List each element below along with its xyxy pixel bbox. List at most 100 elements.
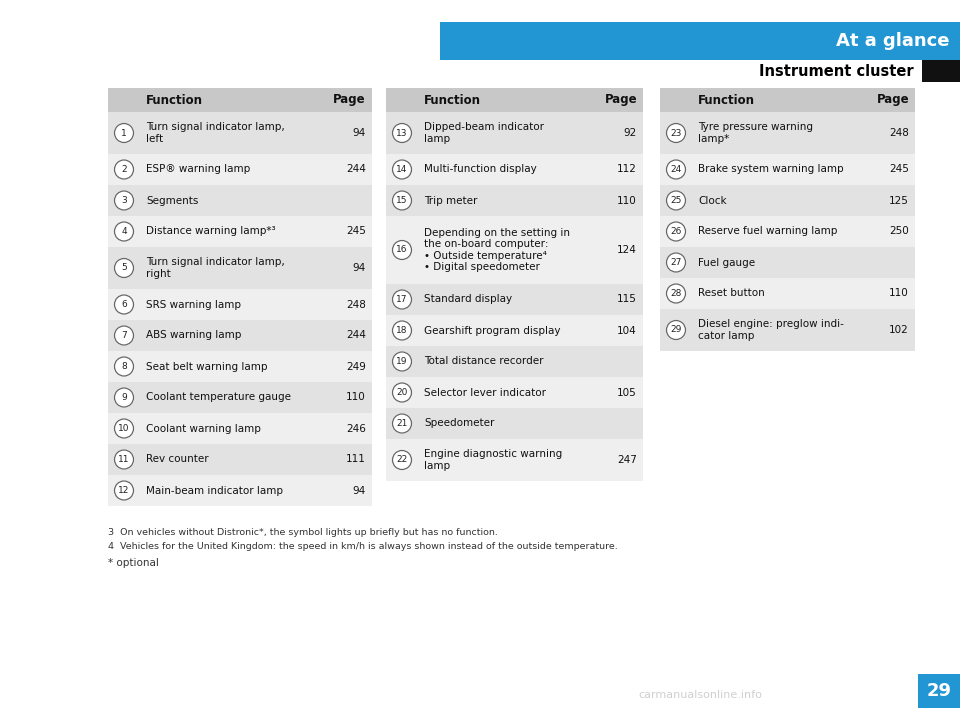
Text: Selector lever indicator: Selector lever indicator bbox=[424, 387, 546, 397]
Text: Speedometer: Speedometer bbox=[424, 418, 494, 428]
Text: 19: 19 bbox=[396, 357, 408, 366]
FancyBboxPatch shape bbox=[386, 408, 643, 439]
FancyBboxPatch shape bbox=[108, 320, 372, 351]
Text: 4  Vehicles for the United Kingdom: the speed in km/h is always shown instead of: 4 Vehicles for the United Kingdom: the s… bbox=[108, 542, 617, 551]
FancyBboxPatch shape bbox=[660, 309, 915, 351]
Text: 29: 29 bbox=[670, 326, 682, 334]
Text: 248: 248 bbox=[347, 299, 366, 309]
FancyBboxPatch shape bbox=[108, 475, 372, 506]
Text: Main-beam indicator lamp: Main-beam indicator lamp bbox=[146, 486, 283, 496]
Text: 16: 16 bbox=[396, 246, 408, 254]
Text: 104: 104 bbox=[617, 326, 637, 336]
Text: 124: 124 bbox=[617, 245, 637, 255]
Text: 25: 25 bbox=[670, 196, 682, 205]
Circle shape bbox=[666, 191, 685, 210]
Text: Tyre pressure warning: Tyre pressure warning bbox=[698, 122, 813, 132]
Text: Distance warning lamp*³: Distance warning lamp*³ bbox=[146, 227, 276, 236]
Text: 6: 6 bbox=[121, 300, 127, 309]
Text: 23: 23 bbox=[670, 128, 682, 137]
Text: 12: 12 bbox=[118, 486, 130, 495]
FancyBboxPatch shape bbox=[386, 154, 643, 185]
Text: Page: Page bbox=[605, 93, 637, 106]
Text: Instrument cluster: Instrument cluster bbox=[759, 64, 914, 79]
Text: 21: 21 bbox=[396, 419, 408, 428]
Text: Clock: Clock bbox=[698, 195, 727, 205]
Text: 244: 244 bbox=[347, 164, 366, 174]
Circle shape bbox=[393, 160, 412, 179]
Circle shape bbox=[666, 222, 685, 241]
FancyBboxPatch shape bbox=[108, 154, 372, 185]
Circle shape bbox=[393, 290, 412, 309]
Text: Fuel gauge: Fuel gauge bbox=[698, 258, 756, 268]
Text: 94: 94 bbox=[352, 263, 366, 273]
Circle shape bbox=[114, 326, 133, 345]
Text: the on-board computer:: the on-board computer: bbox=[424, 239, 548, 249]
Text: lamp*: lamp* bbox=[698, 134, 730, 144]
Text: 3  On vehicles without Distronic*, the symbol lights up briefly but has no funct: 3 On vehicles without Distronic*, the sy… bbox=[108, 528, 498, 537]
Text: 110: 110 bbox=[889, 288, 909, 299]
Text: Reserve fuel warning lamp: Reserve fuel warning lamp bbox=[698, 227, 837, 236]
FancyBboxPatch shape bbox=[660, 154, 915, 185]
Text: 115: 115 bbox=[617, 295, 637, 304]
Circle shape bbox=[393, 352, 412, 371]
Text: 112: 112 bbox=[617, 164, 637, 174]
FancyBboxPatch shape bbox=[108, 382, 372, 413]
Text: cator lamp: cator lamp bbox=[698, 331, 755, 341]
Text: Dipped-beam indicator: Dipped-beam indicator bbox=[424, 122, 544, 132]
FancyBboxPatch shape bbox=[660, 112, 915, 154]
Text: Turn signal indicator lamp,: Turn signal indicator lamp, bbox=[146, 122, 285, 132]
FancyBboxPatch shape bbox=[108, 216, 372, 247]
Text: 244: 244 bbox=[347, 331, 366, 341]
Text: SRS warning lamp: SRS warning lamp bbox=[146, 299, 241, 309]
Text: 13: 13 bbox=[396, 128, 408, 137]
Text: • Digital speedometer: • Digital speedometer bbox=[424, 262, 540, 273]
Circle shape bbox=[114, 388, 133, 407]
Text: 2: 2 bbox=[121, 165, 127, 174]
FancyBboxPatch shape bbox=[918, 674, 960, 708]
Circle shape bbox=[666, 284, 685, 303]
Text: 250: 250 bbox=[889, 227, 909, 236]
Text: Multi-function display: Multi-function display bbox=[424, 164, 537, 174]
FancyBboxPatch shape bbox=[386, 216, 643, 284]
FancyBboxPatch shape bbox=[660, 185, 915, 216]
Text: 245: 245 bbox=[889, 164, 909, 174]
Text: 8: 8 bbox=[121, 362, 127, 371]
Text: left: left bbox=[146, 134, 163, 144]
Circle shape bbox=[666, 321, 685, 340]
FancyBboxPatch shape bbox=[386, 377, 643, 408]
Text: 246: 246 bbox=[347, 423, 366, 433]
Text: 248: 248 bbox=[889, 128, 909, 138]
Text: Seat belt warning lamp: Seat belt warning lamp bbox=[146, 362, 268, 372]
Text: Standard display: Standard display bbox=[424, 295, 512, 304]
Circle shape bbox=[393, 414, 412, 433]
Text: 22: 22 bbox=[396, 455, 408, 464]
Circle shape bbox=[666, 253, 685, 272]
Circle shape bbox=[393, 321, 412, 340]
Text: • Outside temperature⁴: • Outside temperature⁴ bbox=[424, 251, 547, 261]
Text: Coolant temperature gauge: Coolant temperature gauge bbox=[146, 392, 291, 403]
Text: 18: 18 bbox=[396, 326, 408, 335]
Circle shape bbox=[114, 258, 133, 278]
FancyBboxPatch shape bbox=[108, 444, 372, 475]
Text: Function: Function bbox=[146, 93, 203, 106]
Circle shape bbox=[114, 419, 133, 438]
Text: 5: 5 bbox=[121, 263, 127, 273]
Text: lamp: lamp bbox=[424, 134, 450, 144]
FancyBboxPatch shape bbox=[386, 185, 643, 216]
Text: 14: 14 bbox=[396, 165, 408, 174]
Text: Trip meter: Trip meter bbox=[424, 195, 477, 205]
Text: 110: 110 bbox=[347, 392, 366, 403]
FancyBboxPatch shape bbox=[108, 88, 372, 112]
Text: ESP® warning lamp: ESP® warning lamp bbox=[146, 164, 251, 174]
Circle shape bbox=[114, 481, 133, 500]
Text: Turn signal indicator lamp,: Turn signal indicator lamp, bbox=[146, 257, 285, 267]
Text: 27: 27 bbox=[670, 258, 682, 267]
Circle shape bbox=[393, 450, 412, 469]
Text: 9: 9 bbox=[121, 393, 127, 402]
Text: Segments: Segments bbox=[146, 195, 199, 205]
Text: 110: 110 bbox=[617, 195, 637, 205]
FancyBboxPatch shape bbox=[108, 289, 372, 320]
FancyBboxPatch shape bbox=[386, 88, 643, 112]
Circle shape bbox=[393, 383, 412, 402]
Text: 3: 3 bbox=[121, 196, 127, 205]
